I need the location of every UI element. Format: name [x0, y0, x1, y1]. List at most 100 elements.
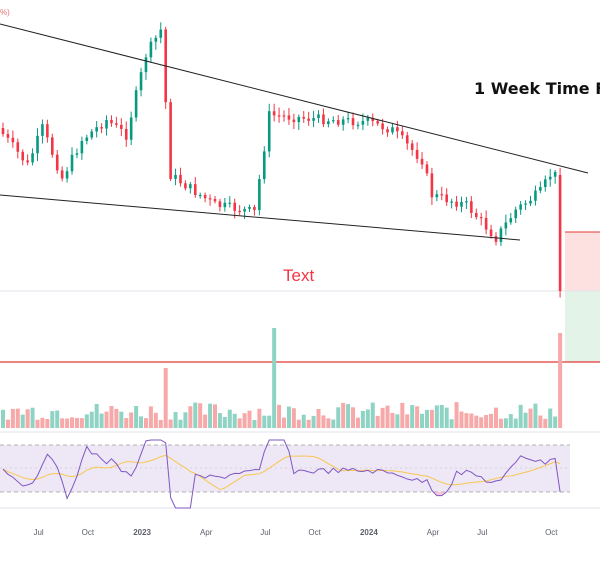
candle [336, 115, 340, 127]
candle-body [223, 202, 227, 208]
volume-bar [336, 407, 341, 428]
candle-body [405, 135, 409, 144]
candle-body [85, 137, 89, 142]
volume-bar [129, 412, 134, 428]
volume-bar [469, 413, 474, 428]
candle [258, 174, 261, 216]
candle-body [489, 229, 493, 237]
candle [243, 206, 246, 219]
candle [484, 210, 488, 235]
volume-bar [316, 409, 321, 428]
candle-body [115, 123, 118, 125]
volume-bar [459, 411, 464, 428]
x-tick-label: Oct [82, 528, 95, 537]
candle [277, 107, 281, 123]
candle [253, 204, 256, 216]
volume-bar [25, 409, 30, 428]
candle-body [262, 151, 266, 180]
volume-bar [203, 414, 208, 428]
candle [524, 200, 527, 211]
volume-bar [444, 407, 449, 428]
candle-body [396, 127, 399, 132]
candle-body [21, 151, 25, 161]
candle-body [484, 217, 488, 230]
volume-bar [40, 417, 45, 428]
volume-bar [272, 328, 277, 428]
candle-body [322, 114, 325, 125]
volume-bar [104, 411, 109, 428]
volume-bar [385, 405, 390, 428]
candle [460, 196, 463, 213]
candle-body [193, 184, 197, 195]
candle [95, 121, 98, 138]
candle [60, 166, 64, 182]
trendline-upper[interactable] [0, 23, 589, 174]
volume-bar [277, 404, 282, 428]
volume-bar [183, 412, 188, 428]
candle-body [371, 117, 375, 122]
candle [366, 114, 370, 126]
volume-bar [400, 402, 405, 428]
candle-body [465, 201, 468, 203]
volume-bar [267, 415, 272, 428]
volume-bar [494, 407, 498, 428]
candle [504, 214, 508, 236]
candle-body [189, 184, 192, 189]
text-annotation[interactable]: Text [283, 266, 314, 285]
candle [307, 111, 310, 126]
candle [154, 35, 158, 50]
candle-body [36, 135, 39, 154]
candle [548, 168, 552, 187]
volume-bar [489, 413, 494, 428]
candle [198, 192, 202, 199]
volume-bar [1, 409, 5, 428]
candle-body [70, 154, 74, 172]
volume-bar [252, 419, 257, 428]
volume-bar [217, 413, 222, 428]
candle [474, 208, 478, 220]
candle [401, 126, 404, 139]
volume-bar [20, 414, 25, 428]
rsi-indicator [2, 439, 561, 509]
candle [144, 53, 148, 80]
candle-body [277, 115, 281, 117]
candle [346, 111, 350, 124]
trendline-lower[interactable] [0, 194, 521, 241]
candle-body [553, 172, 557, 177]
timeframe-annotation[interactable]: 1 Week Time F [474, 79, 600, 98]
volume-bar [415, 406, 420, 428]
candle [115, 116, 118, 128]
volume-bar [375, 415, 380, 428]
candle-body [312, 118, 315, 121]
candle [465, 196, 468, 209]
candle [6, 129, 10, 143]
take-profit-zone [565, 291, 600, 362]
candle [297, 114, 301, 130]
volume-bar [119, 411, 124, 428]
candle [228, 196, 232, 208]
candle [455, 195, 458, 211]
candle [371, 113, 375, 127]
candle [356, 121, 360, 130]
volume-bar [178, 419, 183, 428]
candle-body [282, 115, 286, 117]
volume-bar [513, 418, 518, 428]
volume-bar [79, 418, 84, 428]
candle-body [381, 123, 384, 130]
volume-bars [1, 328, 563, 428]
candle-body [110, 119, 113, 124]
candle-body [154, 37, 158, 42]
volume-bar [84, 414, 89, 428]
candle-body [366, 117, 370, 121]
candle [494, 232, 498, 246]
candle [105, 115, 108, 136]
candle-body [11, 137, 15, 143]
candle-body [1, 128, 5, 135]
candle-body [287, 115, 291, 120]
candle [90, 128, 94, 140]
candle [544, 175, 547, 192]
volume-bar [153, 412, 158, 428]
candle-body [435, 194, 439, 198]
